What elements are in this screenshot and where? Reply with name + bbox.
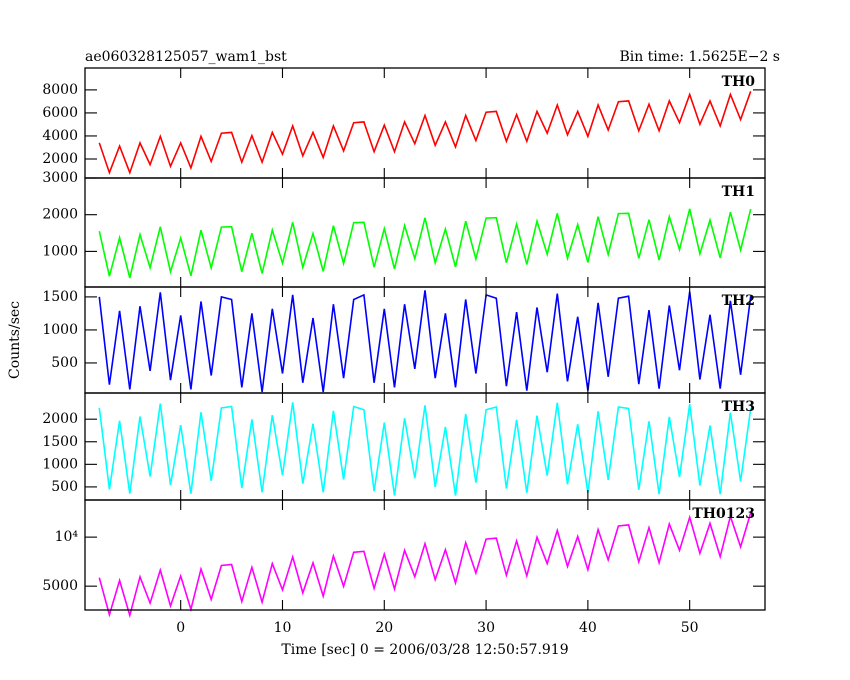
y-tick-label: 2000 [42,151,78,167]
x-tick-label: 10 [274,620,292,636]
light-curve [98,512,752,619]
y-tick-label: 1000 [42,456,78,472]
x-axis-label: Time [sec] 0 = 2006/03/28 12:50:57.919 [281,642,568,658]
light-curve [98,208,752,279]
light-curve [98,402,752,496]
x-tick-label: 30 [477,620,495,636]
y-tick-label: 2000 [42,207,78,223]
y-tick-label: 1500 [42,434,78,450]
y-tick-label: 5000 [42,578,78,594]
chart-title: ae060328125057_wam1_bst [85,49,287,65]
y-tick-label: 8000 [42,82,78,98]
light-curve [98,290,752,393]
x-tick-label: 20 [375,620,393,636]
y-tick-label: 4000 [42,128,78,144]
light-curve [98,91,752,176]
panel-label: TH0123 [692,506,755,522]
panel-label: TH0 [722,74,756,90]
y-tick-label: 1000 [42,322,78,338]
panel-label: TH2 [722,293,755,309]
x-tick-label: 40 [579,620,597,636]
y-tick-label: 1500 [42,289,78,305]
x-tick-label: 50 [681,620,699,636]
y-axis-label: Counts/sec [7,301,23,379]
y-tick-label: 500 [51,355,78,371]
y-tick-label: 500 [51,479,78,495]
y-tick-label: 10⁴ [55,529,79,545]
y-tick-label: 2000 [42,411,78,427]
panel-label: TH3 [722,399,755,415]
x-tick-label: 0 [176,620,185,636]
y-tick-label: 3000 [42,170,78,186]
panel-frame [84,499,766,611]
y-tick-label: 1000 [42,243,78,259]
panel-label: TH1 [722,184,755,200]
chart-subtitle: Bin time: 1.5625E−2 s [619,49,780,65]
y-tick-label: 6000 [42,105,78,121]
